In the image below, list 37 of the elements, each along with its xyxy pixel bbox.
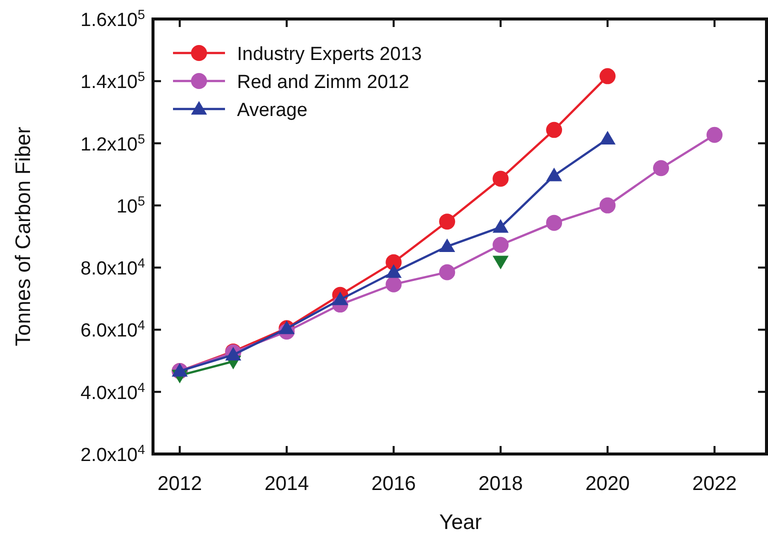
x-tick-label: 2012: [157, 473, 202, 495]
point: [546, 122, 562, 138]
point: [492, 256, 509, 270]
point: [706, 126, 723, 143]
x-tick-label: 2016: [371, 473, 416, 495]
legend-label: Red and Zimm 2012: [237, 72, 410, 93]
point: [332, 292, 348, 306]
point: [600, 68, 616, 84]
point: [546, 168, 562, 182]
x-tick-label: 2022: [692, 473, 737, 495]
x-tick-label: 2014: [264, 473, 309, 495]
x-tick-label: 2018: [478, 473, 523, 495]
y-axis-title: Tonnes of Carbon Fiber: [12, 126, 35, 346]
y-tick-label: 4.0x10$^{4}$: [80, 379, 145, 404]
point: [492, 170, 509, 187]
point: [492, 236, 509, 253]
x-axis-title: Year: [439, 511, 482, 534]
y-tick-label: 6.0x10$^{4}$: [80, 317, 145, 342]
point: [386, 264, 402, 278]
point: [600, 130, 616, 145]
legend-label: Average: [237, 100, 308, 121]
y-tick-label: 1.6x10$^{5}$: [80, 6, 145, 31]
y-tick-label: 1.2x10$^{5}$: [80, 130, 145, 156]
y-tick-label: 8.0x10$^{4}$: [80, 255, 145, 280]
point: [600, 197, 616, 214]
legend-label: Industry Experts 2013: [237, 44, 422, 65]
y-tick-label: 10$^{5}$: [116, 192, 145, 218]
point: [386, 276, 402, 292]
y-tick-label: 1.4x10$^{5}$: [80, 68, 145, 94]
x-tick-label: 2020: [585, 473, 630, 495]
point: [653, 160, 670, 176]
point: [439, 264, 456, 280]
point: [439, 238, 456, 252]
point: [492, 219, 509, 233]
point: [439, 214, 456, 230]
y-tick-label: 2.0x10$^{4}$: [80, 442, 145, 466]
point: [546, 214, 562, 231]
